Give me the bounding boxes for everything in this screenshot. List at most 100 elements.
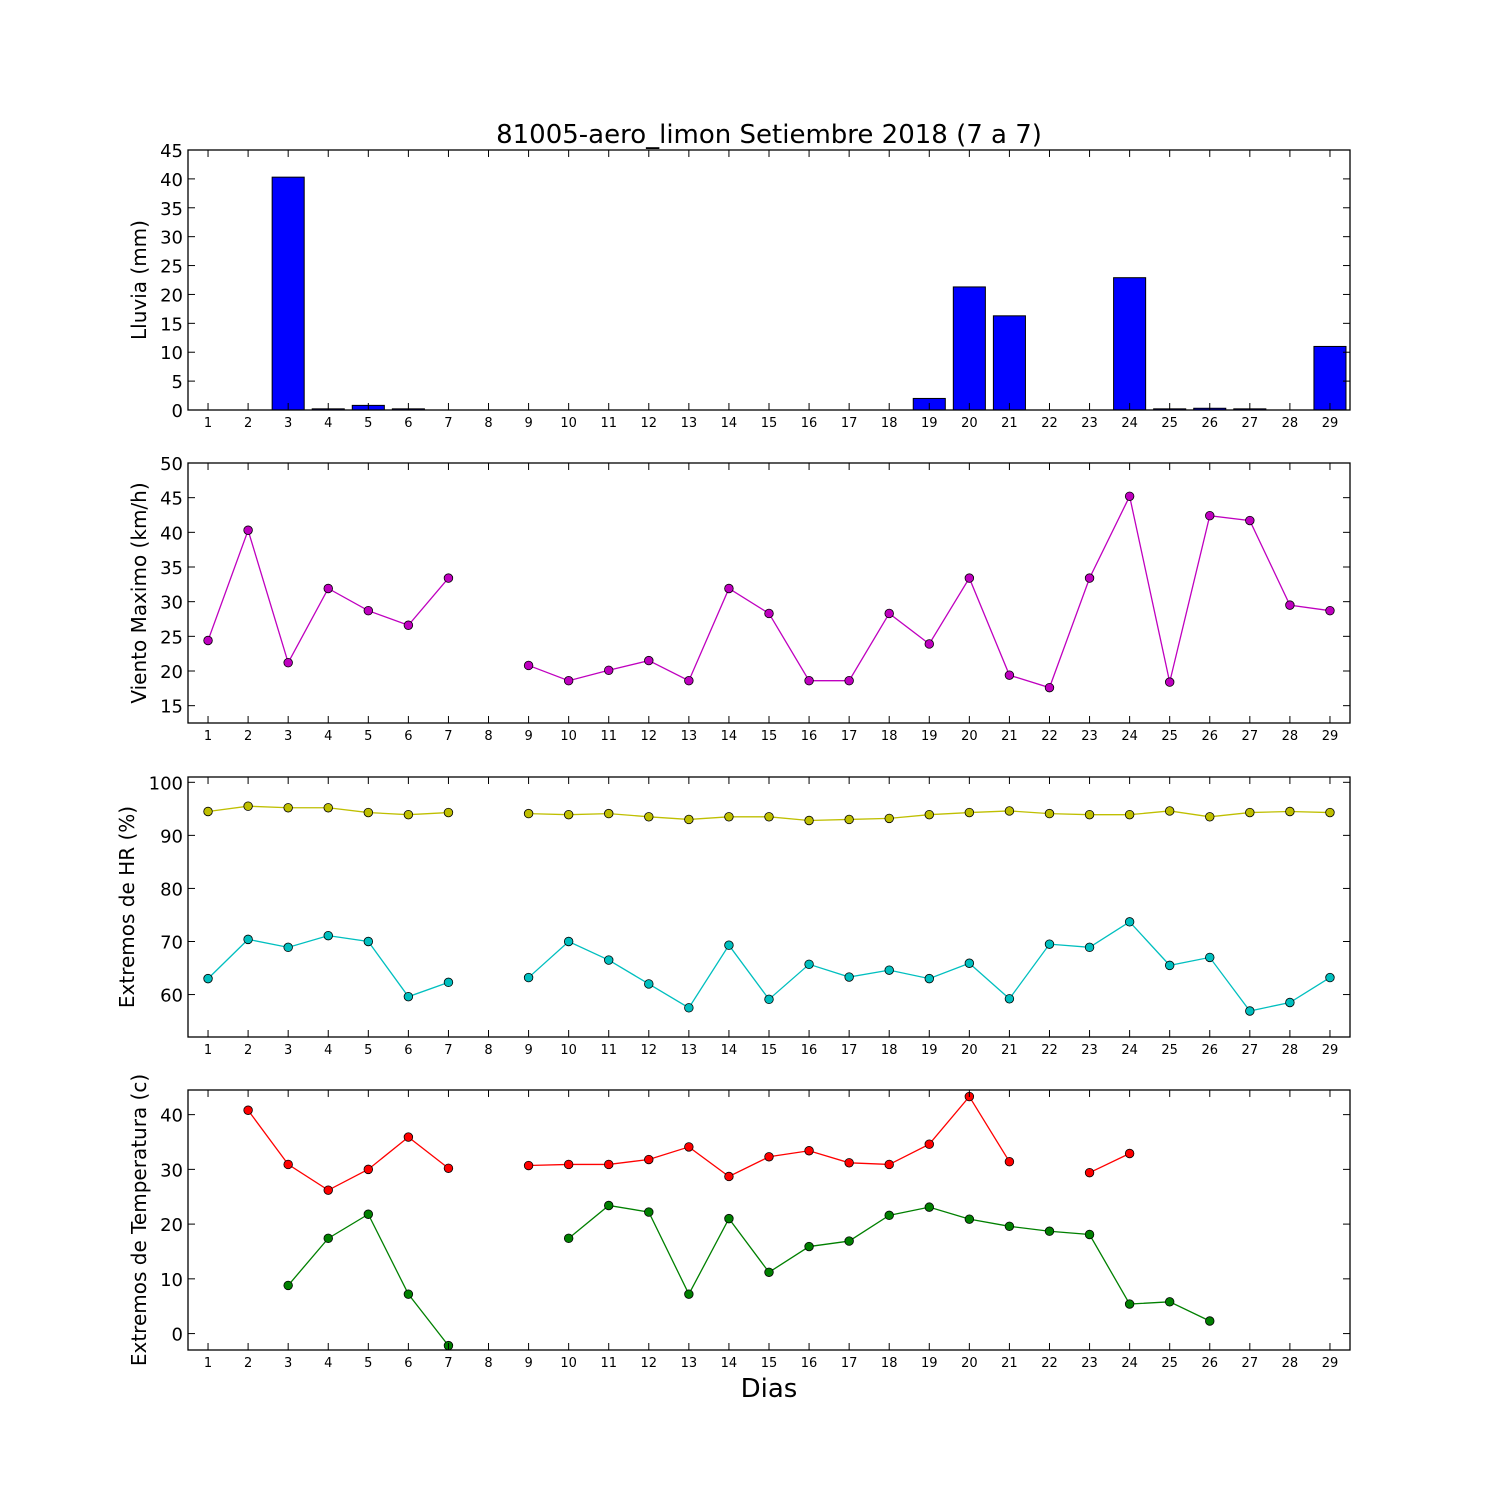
point-s2-day-9 [523, 972, 534, 983]
point-s1-day-9 [523, 1160, 534, 1171]
x-tick-label: 16 [801, 1356, 818, 1371]
point-s2-day-20 [964, 958, 975, 968]
point-s2-day-4 [323, 1233, 333, 1244]
point-s1-day-6 [403, 1132, 414, 1142]
point-s2-day-13 [684, 1289, 694, 1299]
point-s1-day-11 [604, 1159, 614, 1170]
x-tick-label: 10 [560, 416, 577, 431]
point-s1-day-15 [764, 812, 774, 822]
point-s2-day-22 [1044, 1226, 1055, 1236]
y-axis-label: Lluvia (mm) [127, 220, 151, 340]
x-tick-label: 17 [841, 729, 858, 744]
point-s1-day-24 [1124, 1148, 1135, 1159]
point-s1-day-28 [1285, 806, 1295, 817]
point-s1-day-28 [1285, 600, 1295, 610]
x-tick-label: 7 [444, 416, 452, 431]
x-tick-label: 5 [364, 1043, 372, 1058]
x-tick-label: 23 [1081, 1356, 1098, 1371]
y-tick-label: 60 [160, 986, 183, 1007]
point-s2-day-4 [323, 930, 333, 941]
point-s2-day-3 [283, 942, 293, 953]
point-s1-day-10 [563, 809, 574, 820]
x-tick-label: 19 [921, 1043, 938, 1058]
point-s1-day-2 [243, 1105, 253, 1115]
x-tick-label: 24 [1121, 416, 1138, 431]
x-tick-label: 28 [1282, 1043, 1299, 1058]
x-tick-label: 21 [1001, 1356, 1018, 1371]
x-tick-label: 14 [721, 729, 738, 744]
point-s2-day-26 [1205, 952, 1215, 963]
x-tick-label: 13 [681, 1356, 698, 1371]
y-tick-label: 80 [160, 879, 183, 900]
x-tick-label: 28 [1282, 1356, 1299, 1371]
x-tick-label: 25 [1161, 1043, 1178, 1058]
point-s1-day-18 [884, 1159, 894, 1170]
x-tick-label: 15 [761, 416, 778, 431]
point-s1-day-23 [1084, 809, 1095, 820]
point-s2-day-14 [724, 940, 734, 950]
x-tick-label: 21 [1001, 416, 1018, 431]
point-s2-day-25 [1164, 960, 1175, 971]
x-tick-label: 12 [641, 416, 658, 431]
point-s1-day-24 [1124, 491, 1135, 501]
series-1-line [247, 1109, 449, 1191]
point-s2-day-29 [1325, 972, 1335, 983]
x-tick-label: 22 [1041, 1043, 1058, 1058]
point-s2-day-21 [1004, 1221, 1015, 1231]
point-s2-day-7 [443, 977, 454, 988]
point-s2-day-22 [1044, 939, 1055, 949]
x-tick-label: 8 [484, 1356, 492, 1371]
x-tick-label: 2 [244, 1043, 252, 1058]
point-s1-day-12 [644, 812, 654, 822]
x-tick-label: 14 [721, 1356, 738, 1371]
point-s1-day-6 [403, 620, 414, 630]
point-s1-day-13 [684, 676, 694, 686]
y-tick-label: 20 [160, 285, 183, 306]
bar-day-3 [271, 176, 305, 411]
y-tick-label: 30 [160, 228, 183, 249]
y-tick-label: 15 [160, 314, 183, 335]
y-tick-label: 10 [160, 343, 183, 364]
x-tick-label: 24 [1121, 1356, 1138, 1371]
point-s1-day-17 [844, 814, 854, 825]
point-s2-day-11 [604, 1200, 614, 1211]
x-tick-label: 2 [244, 729, 252, 744]
y-tick-label: 5 [172, 372, 183, 393]
x-tick-label: 4 [324, 1356, 332, 1371]
x-tick-label: 1 [204, 1356, 212, 1371]
point-s2-day-10 [563, 936, 574, 947]
x-tick-label: 24 [1121, 729, 1138, 744]
x-tick-label: 25 [1161, 1356, 1178, 1371]
x-tick-label: 26 [1201, 1043, 1218, 1058]
point-s2-day-17 [844, 972, 854, 982]
bar-day-21 [992, 315, 1026, 411]
y-tick-label: 90 [160, 826, 183, 847]
point-s1-day-23 [1084, 1167, 1095, 1178]
x-tick-label: 2 [244, 416, 252, 431]
point-s1-day-5 [363, 807, 374, 818]
x-tick-label: 12 [641, 1043, 658, 1058]
x-tick-label: 18 [881, 729, 898, 744]
x-tick-label: 5 [364, 416, 372, 431]
x-tick-label: 12 [641, 1356, 658, 1371]
point-s1-day-17 [844, 1158, 854, 1168]
point-s1-day-15 [764, 608, 774, 619]
point-s2-day-26 [1205, 1316, 1215, 1326]
point-s2-day-12 [644, 979, 654, 989]
x-tick-label: 9 [524, 729, 532, 744]
point-s1-day-16 [804, 815, 814, 826]
point-s1-day-3 [283, 657, 293, 668]
point-s1-day-1 [203, 635, 213, 646]
x-tick-label: 26 [1201, 1356, 1218, 1371]
point-s1-day-19 [924, 1139, 934, 1149]
x-tick-label: 23 [1081, 1043, 1098, 1058]
point-s1-day-10 [563, 1159, 574, 1170]
x-tick-label: 10 [560, 1356, 577, 1371]
x-tick-label: 4 [324, 1043, 332, 1058]
point-s1-day-21 [1004, 670, 1015, 680]
point-s2-day-5 [363, 1209, 374, 1219]
point-s1-day-10 [563, 676, 574, 686]
x-tick-label: 8 [484, 416, 492, 431]
